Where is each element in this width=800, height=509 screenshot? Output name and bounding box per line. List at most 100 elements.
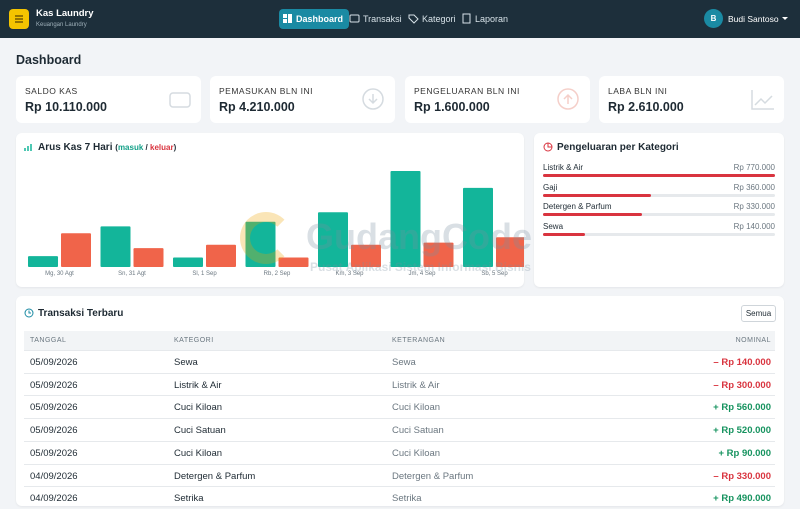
bar-track xyxy=(543,213,775,216)
cell: Setrika xyxy=(392,493,422,505)
table-row: 05/09/2026 Cuci Kiloan Cuci Kiloan + Rp 90.… xyxy=(24,440,775,464)
cell: Detergen & Parfum xyxy=(392,470,474,482)
column-header: KETERANGAN xyxy=(392,337,446,344)
value-label: Rp 140.000 xyxy=(733,221,775,231)
cell: 05/09/2026 xyxy=(30,357,78,368)
menu-label: Kategori xyxy=(422,14,456,24)
menu-label: Transaksi xyxy=(363,14,402,24)
cell: 04/09/2026 xyxy=(30,493,78,505)
table-row: 05/09/2026 Sewa Sewa – Rp 140.000 xyxy=(24,350,775,373)
value-label: Rp 770.000 xyxy=(733,163,775,172)
bar xyxy=(206,244,236,267)
transactions-panel: Transaksi Terbaru Semua TANGGAL KATEGORI… xyxy=(16,296,784,506)
column-header: NOMINAL xyxy=(735,337,771,344)
bar xyxy=(543,193,652,197)
cell: Cuci Satuan xyxy=(174,425,226,437)
bar xyxy=(28,256,58,267)
stat-card: PEMASUKAN BLN INI Rp 4.210.000 xyxy=(210,76,395,123)
stat-card: LABA BLN INI Rp 2.610.000 xyxy=(599,76,784,123)
column-header: TANGGAL xyxy=(30,337,67,344)
x-tick-label: Jm, 4 Sep xyxy=(408,271,436,277)
cell: Listrik & Air xyxy=(392,379,440,391)
bar-chart: Mg, 30 Agt Sn, 31 Agt Sl, 1 Sep Rb, 2 Sep Km… xyxy=(28,171,524,277)
brand: Kas Laundry xyxy=(36,8,94,19)
cell: 05/09/2026 xyxy=(30,447,78,459)
user-name[interactable]: Budi Santoso xyxy=(728,14,779,24)
stat-label: SALDO KAS xyxy=(25,86,78,96)
cell: Sewa xyxy=(174,357,198,368)
bar xyxy=(463,187,493,267)
category-panel: Pengeluaran per Kategori Listrik & Air Rp… xyxy=(534,133,784,287)
stat-icon xyxy=(751,90,774,110)
cell: Cuci Kiloan xyxy=(174,447,223,459)
cell: Detergen & Parfum xyxy=(174,470,256,482)
bar xyxy=(61,233,91,267)
stat-icon xyxy=(557,88,579,110)
clock-icon xyxy=(24,308,34,318)
pie-icon xyxy=(543,142,553,152)
logo-icon xyxy=(15,15,23,23)
bar xyxy=(133,248,164,267)
bar xyxy=(173,257,203,267)
amount: + Rp 560.000 xyxy=(713,402,771,414)
stat-value: Rp 4.210.000 xyxy=(219,100,295,114)
bar xyxy=(100,226,131,267)
legend-separator: / xyxy=(145,143,148,152)
brand-subtitle: Keuangan Laundry xyxy=(36,22,87,28)
cell: 05/09/2026 xyxy=(30,425,78,437)
menu-item[interactable]: Dashboard xyxy=(279,9,350,29)
stat-label: LABA BLN INI xyxy=(608,86,668,96)
chart-title: Arus Kas 7 Hari xyxy=(38,142,113,153)
bar xyxy=(390,171,421,267)
menu-icons xyxy=(283,13,471,24)
amount: – Rp 330.000 xyxy=(713,470,771,482)
amount: + Rp 490.000 xyxy=(713,493,771,505)
amount: – Rp 300.000 xyxy=(713,379,771,391)
bar xyxy=(543,232,586,236)
bar xyxy=(351,244,381,267)
menu-item[interactable]: Transaksi xyxy=(349,9,408,29)
x-tick-label: Sl, 1 Sep xyxy=(192,271,217,277)
stat-label: PENGELUARAN BLN INI xyxy=(414,86,520,96)
bar-track xyxy=(543,193,775,197)
bar xyxy=(245,221,276,267)
table-header: TANGGAL KATEGORI KETERANGAN NOMINAL xyxy=(24,331,775,350)
table-row: 04/09/2026 Detergen & Parfum Detergen & Pa… xyxy=(24,463,775,487)
stat-card: PENGELUARAN BLN INI Rp 1.600.000 xyxy=(405,76,590,123)
cell: Cuci Kiloan xyxy=(392,447,441,459)
cell: Cuci Kiloan xyxy=(174,402,223,414)
legend-bracket: ( xyxy=(115,143,118,152)
view-all-button[interactable]: Semua xyxy=(741,305,776,322)
panel-title: Transaksi Terbaru xyxy=(38,308,124,319)
category-label: Detergen & Parfum xyxy=(543,202,612,211)
table-row: 05/09/2026 Listrik & Air Listrik & Air – Rp… xyxy=(24,372,775,396)
legend-bracket: ) xyxy=(173,143,177,152)
menu-item[interactable]: Kategori xyxy=(408,9,462,29)
logo xyxy=(9,9,29,29)
page-title: Dashboard xyxy=(16,53,82,67)
cell: Cuci Kiloan xyxy=(392,402,441,414)
cell: 04/09/2026 xyxy=(30,470,78,482)
value-label: Rp 360.000 xyxy=(733,182,775,192)
menu-label: Laporan xyxy=(475,14,509,24)
value-label: Rp 330.000 xyxy=(733,202,775,211)
avatar[interactable]: B xyxy=(704,9,723,28)
x-tick-label: Mg, 30 Agt xyxy=(45,271,74,277)
table-row: 05/09/2026 Cuci Satuan Cuci Satuan + Rp 520… xyxy=(24,418,775,441)
cashflow-panel: Arus Kas 7 Hari (masuk / keluar) Mg, 30 … xyxy=(16,133,524,287)
amount: + Rp 90.000 xyxy=(718,447,771,459)
menu-label: Dashboard xyxy=(296,14,344,24)
stat-card: SALDO KAS Rp 10.110.000 xyxy=(16,76,201,123)
stat-icon xyxy=(169,92,191,108)
cell: 05/09/2026 xyxy=(30,402,78,414)
table-row: 04/09/2026 Setrika Setrika + Rp 490.000 xyxy=(24,486,775,509)
category-label: Gaji xyxy=(543,182,558,192)
cell: Cuci Satuan xyxy=(392,425,444,437)
column-header: KATEGORI xyxy=(174,337,214,344)
legend-entry: masuk xyxy=(117,143,144,152)
stat-value: Rp 10.110.000 xyxy=(25,100,108,114)
bar xyxy=(423,242,454,267)
menu-item[interactable]: Laporan xyxy=(462,9,514,29)
table-row: 05/09/2026 Cuci Kiloan Cuci Kiloan + Rp 560… xyxy=(24,395,775,418)
